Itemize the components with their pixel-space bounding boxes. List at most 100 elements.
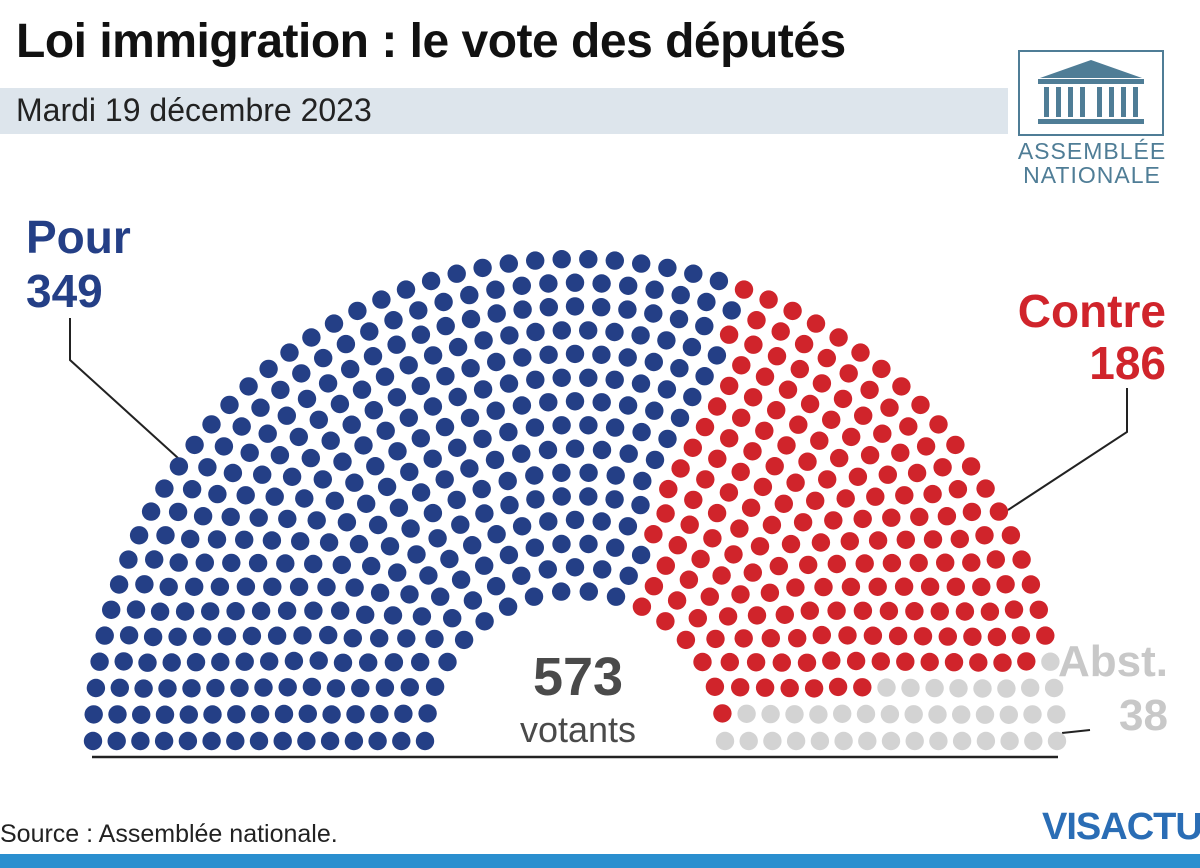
- seat-dot-contre: [712, 566, 731, 585]
- seat-dot-pour: [579, 250, 598, 269]
- seat-dot-pour: [618, 300, 637, 319]
- seat-dot-pour: [384, 311, 403, 330]
- seat-dot-contre: [676, 630, 696, 650]
- seat-dot-pour: [182, 679, 201, 698]
- abst-value: 38: [1119, 691, 1168, 740]
- seat-dot-pour: [474, 331, 493, 350]
- seat-dot-contre: [767, 401, 786, 420]
- seat-dot-pour: [658, 429, 677, 449]
- seat-dot-pour: [658, 258, 677, 278]
- seat-dot-pour: [324, 314, 344, 333]
- seat-dot-abst: [856, 704, 876, 724]
- seat-dot-pour: [579, 368, 598, 387]
- seat-dot-pour: [250, 705, 270, 724]
- seat-dot-pour: [475, 504, 494, 523]
- seat-dot-pour: [235, 652, 254, 671]
- seat-dot-pour: [579, 321, 598, 340]
- seat-dot-pour: [605, 251, 624, 270]
- seat-dot-pour: [360, 322, 379, 341]
- seat-dot-pour: [270, 446, 290, 465]
- seat-dot-contre: [882, 508, 901, 527]
- seat-dot-pour: [443, 609, 462, 628]
- seat-dot-abst: [737, 704, 756, 723]
- seat-dot-abst: [880, 705, 900, 724]
- seat-dot-pour: [552, 321, 571, 340]
- seat-dot-pour: [461, 309, 481, 329]
- seat-dot-contre: [778, 380, 798, 399]
- seat-dot-pour: [145, 550, 164, 569]
- seat-dot-pour: [592, 512, 611, 531]
- seat-dot-pour: [485, 450, 505, 470]
- seat-dot-pour: [169, 457, 189, 476]
- seat-dot-contre: [972, 577, 991, 597]
- seat-dot-contre: [1012, 550, 1031, 569]
- seat-dot-pour: [210, 577, 230, 596]
- seat-dot-pour: [337, 513, 357, 532]
- seat-dot-pour: [463, 591, 483, 610]
- seat-dot-contre: [854, 406, 873, 425]
- seat-dot-pour: [372, 290, 391, 309]
- seat-dot-pour: [265, 487, 284, 506]
- seat-dot-contre: [933, 458, 952, 477]
- seat-dot-pour: [276, 554, 295, 573]
- seat-dot-contre: [656, 504, 675, 523]
- seat-dot-pour: [593, 560, 612, 579]
- seat-dot-pour: [606, 538, 625, 557]
- seat-dot-pour: [552, 582, 571, 601]
- seat-dot-pour: [343, 629, 362, 648]
- seat-dot-pour: [631, 545, 651, 565]
- seat-dot-pour: [606, 587, 626, 606]
- seat-dot-pour: [671, 285, 690, 305]
- seat-dot-pour: [383, 606, 403, 625]
- pour-label: Pour: [26, 211, 131, 263]
- seat-dot-contre: [975, 526, 994, 545]
- seat-dot-pour: [135, 575, 154, 594]
- seat-dot-pour: [222, 553, 241, 573]
- seat-dot-abst: [928, 705, 947, 724]
- seat-dot-contre: [755, 367, 775, 386]
- seat-dot-pour: [412, 607, 432, 626]
- seat-dot-pour: [695, 367, 714, 386]
- seat-dot-abst: [761, 704, 780, 724]
- seat-dot-pour: [341, 359, 360, 379]
- seat-dot-contre: [969, 653, 988, 672]
- seat-dot-pour: [460, 459, 479, 478]
- seat-dot-pour: [425, 629, 444, 649]
- seat-dot-pour: [126, 600, 146, 619]
- seat-dot-pour: [657, 380, 677, 399]
- seat-dot-contre: [707, 503, 727, 523]
- seat-dot-pour: [498, 597, 518, 616]
- seat-dot-contre: [719, 325, 739, 344]
- seat-dot-pour: [359, 653, 378, 672]
- seat-dot-pour: [552, 368, 571, 387]
- seat-dot-contre: [911, 395, 930, 415]
- seat-dot-pour: [346, 705, 365, 724]
- pour-leader-line: [69, 318, 179, 459]
- seat-dot-pour: [619, 566, 638, 585]
- seat-dot-pour: [392, 731, 411, 751]
- seat-dot-pour: [336, 334, 356, 354]
- seat-dot-contre: [855, 554, 874, 573]
- seat-dot-pour: [411, 429, 430, 448]
- seat-dot-contre: [780, 678, 799, 698]
- seat-dot-contre: [797, 653, 817, 672]
- seat-dot-contre: [774, 494, 793, 513]
- seat-dot-pour: [156, 526, 175, 545]
- seat-dot-contre: [806, 314, 826, 333]
- seat-dot-abst: [1047, 731, 1067, 751]
- seat-dot-pour: [565, 392, 585, 411]
- seat-dot-pour: [592, 274, 611, 293]
- seat-dot-pour: [438, 652, 457, 672]
- seat-dot-contre: [872, 359, 891, 379]
- seat-dot-pour: [722, 301, 741, 320]
- seat-dot-pour: [579, 463, 598, 482]
- seat-dot-pour: [291, 532, 310, 551]
- seat-dot-contre: [916, 437, 936, 456]
- seat-dot-abst: [905, 731, 924, 751]
- seat-dot-pour: [384, 653, 404, 672]
- seat-dot-contre: [786, 578, 805, 597]
- seat-dot-pour: [552, 534, 571, 554]
- seat-dot-pour: [366, 457, 385, 476]
- seat-dot-contre: [706, 629, 725, 649]
- seat-dot-pour: [618, 396, 638, 415]
